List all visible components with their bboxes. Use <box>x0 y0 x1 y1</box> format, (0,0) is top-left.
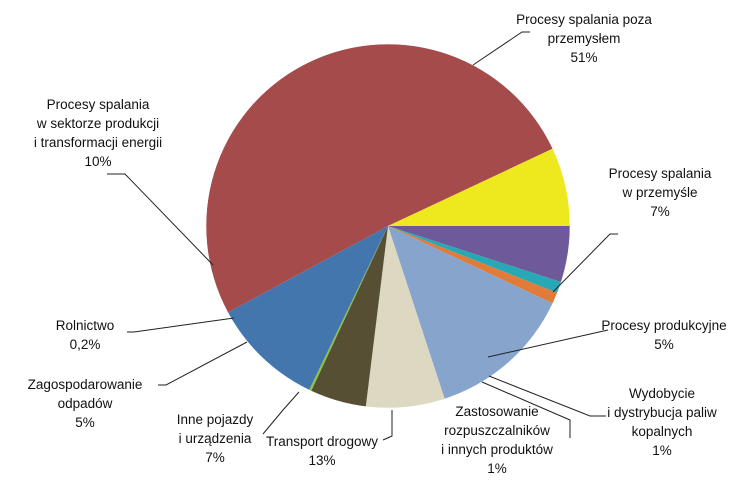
leader-line-rozpuszczalniki <box>481 381 571 438</box>
slice-label-line: 5% <box>75 415 95 430</box>
pie-slice-rozpuszczalniki <box>388 226 558 304</box>
leader-line-energetyka <box>107 173 214 266</box>
leader-line-rolnictwo <box>127 317 235 333</box>
slice-label-rozpuszczalniki: Zastosowanie rozpuszczalników i innych pro… <box>441 404 553 476</box>
slice-label-line: Wydobycie <box>629 386 695 401</box>
slice-label-line: kopalnych <box>632 424 693 439</box>
slice-label-inne-pojazdy: Inne pojazdy i urządzenia 7% <box>177 412 254 465</box>
slice-label-line: Procesy spalania poza <box>516 12 652 27</box>
slice-label-przemysl: Procesy spalania w przemyśle 7% <box>609 166 712 219</box>
slice-label-line: 0,2% <box>70 337 101 352</box>
leader-line-przemysl <box>552 233 618 293</box>
leader-line-wydobycie <box>488 375 606 417</box>
pie-slice-poza-przemyslem <box>206 44 553 313</box>
slice-label-poza-przemyslem: Procesy spalania poza przemysłem 51% <box>516 12 652 65</box>
slice-label-energetyka: Procesy spalania w sektorze produkcji i tr… <box>34 97 162 169</box>
slice-label-line: rozpuszczalników <box>444 423 550 438</box>
leader-lines <box>107 31 618 441</box>
slice-label-line: Transport drogowy <box>266 434 378 449</box>
pie-outline <box>205 43 571 409</box>
slice-label-line: odpadów <box>58 396 113 411</box>
slice-label-line: Procesy produkcyjne <box>601 318 726 333</box>
slice-label-line: i transformacji energii <box>34 135 162 150</box>
slice-label-line: Zastosowanie <box>455 404 538 419</box>
slice-label-line: i urządzenia <box>179 431 252 446</box>
leader-line-odpady <box>158 341 248 386</box>
pie-slice-inne-pojazdy <box>365 226 445 408</box>
slice-label-line: i innych produktów <box>441 442 553 457</box>
slice-label-line: Inne pojazdy <box>177 412 254 427</box>
slice-label-line: 51% <box>570 50 597 65</box>
pie-slice-rolnictwo <box>309 226 388 391</box>
pie-slice-wydobycie <box>388 226 562 293</box>
slice-label-line: Zagospodarowanie <box>28 377 143 392</box>
pie-slices <box>205 43 571 409</box>
slice-label-line: Rolnictwo <box>56 318 115 333</box>
leader-line-transport-drogowy <box>382 410 393 441</box>
slice-label-line: 5% <box>654 337 674 352</box>
slice-label-line: 10% <box>84 154 111 169</box>
slice-label-odpady: Zagospodarowanie odpadów 5% <box>28 377 143 430</box>
slice-label-rolnictwo: Rolnictwo 0,2% <box>56 318 115 352</box>
slice-labels: Procesy produkcyjne 5% Wydobycie i dystrybu… <box>28 12 727 476</box>
slice-label-line: 1% <box>652 443 672 458</box>
pie-slice-procesy-produkcyjne <box>388 226 570 283</box>
pie-slice-przemysl <box>388 148 570 226</box>
leader-line-procesy-produkcyjne <box>487 329 609 358</box>
slice-label-line: przemysłem <box>548 31 621 46</box>
slice-label-procesy-produkcyjne: Procesy produkcyjne 5% <box>601 318 726 352</box>
slice-label-line: 7% <box>205 450 225 465</box>
pie-slice-odpady <box>311 226 388 407</box>
leader-line-inne-pojazdy <box>262 391 300 435</box>
leader-line-poza-przemyslem <box>472 31 530 66</box>
pie-slice-energetyka <box>227 226 388 391</box>
pie-slice-transport-drogowy <box>388 226 553 399</box>
slice-label-line: Procesy spalania <box>609 166 712 181</box>
slice-label-line: w przemyśle <box>621 185 697 200</box>
slice-label-line: w sektorze produkcji <box>36 116 159 131</box>
slice-label-line: 1% <box>487 461 507 476</box>
slice-label-line: 7% <box>650 204 670 219</box>
slice-label-line: Procesy spalania <box>47 97 150 112</box>
slice-label-wydobycie: Wydobycie i dystrybucja paliw kopalnych 1% <box>607 386 717 458</box>
slice-label-transport-drogowy: Transport drogowy 13% <box>266 434 378 468</box>
slice-label-line: i dystrybucja paliw <box>607 405 717 420</box>
slice-label-line: 13% <box>308 453 335 468</box>
